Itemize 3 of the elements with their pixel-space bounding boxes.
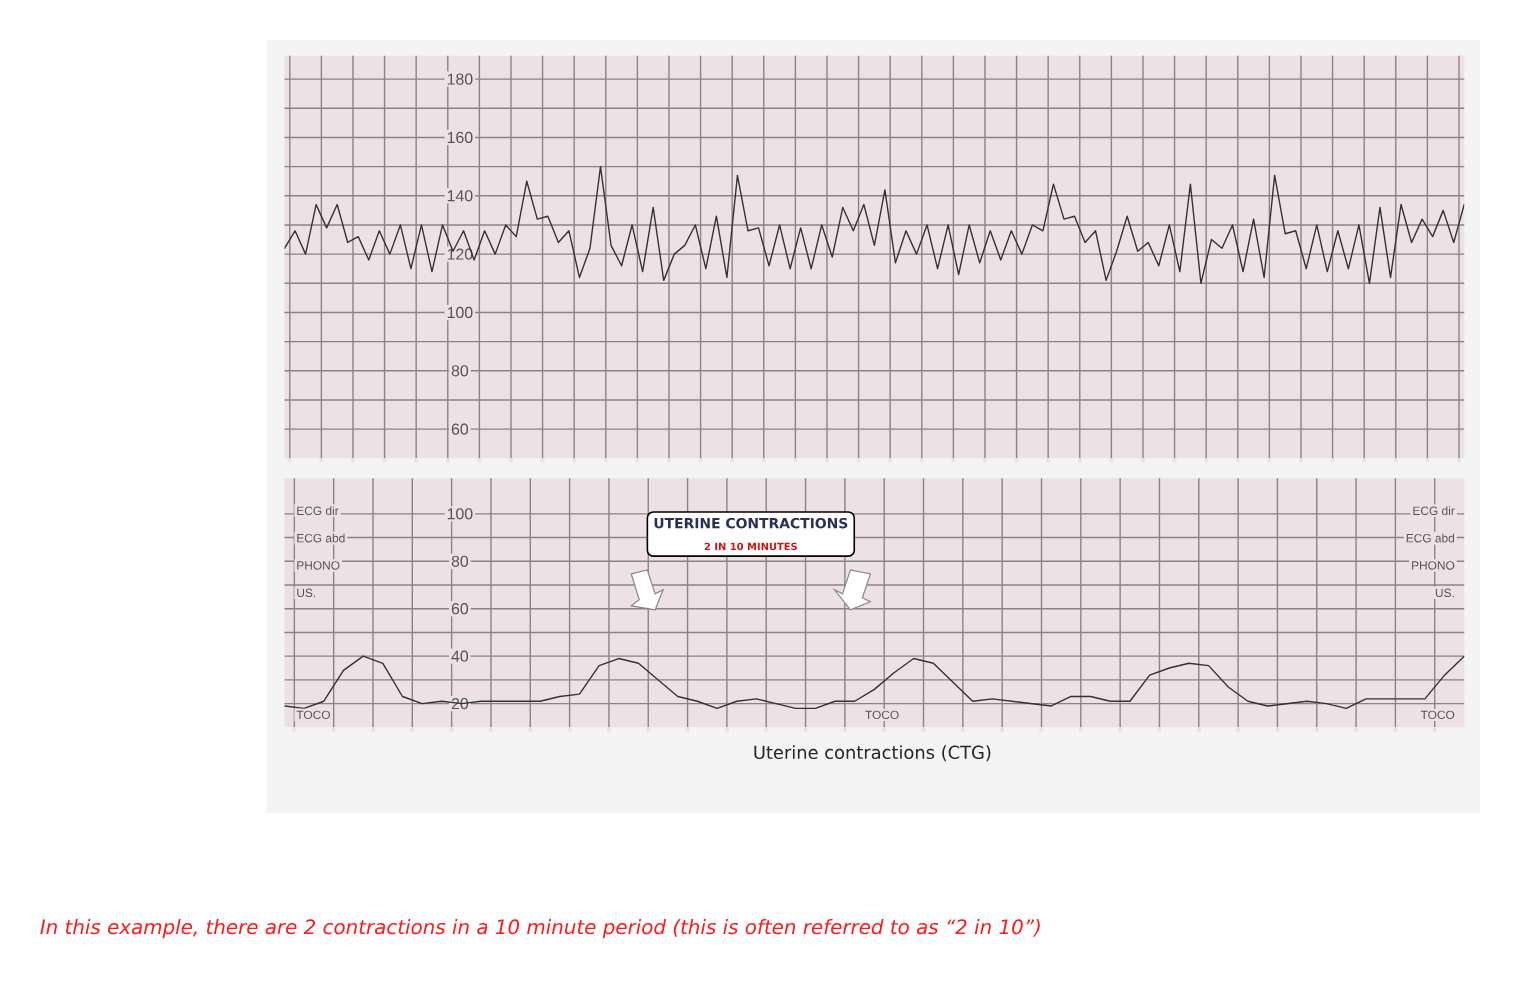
text: In this example, there are 2 contractions in a 10 minute period (this is often referred to as “2 in 10”): [40, 918, 1040, 939]
text: Uterine contractions (CTG): [754, 745, 991, 762]
line-series: [284, 165, 1465, 284]
